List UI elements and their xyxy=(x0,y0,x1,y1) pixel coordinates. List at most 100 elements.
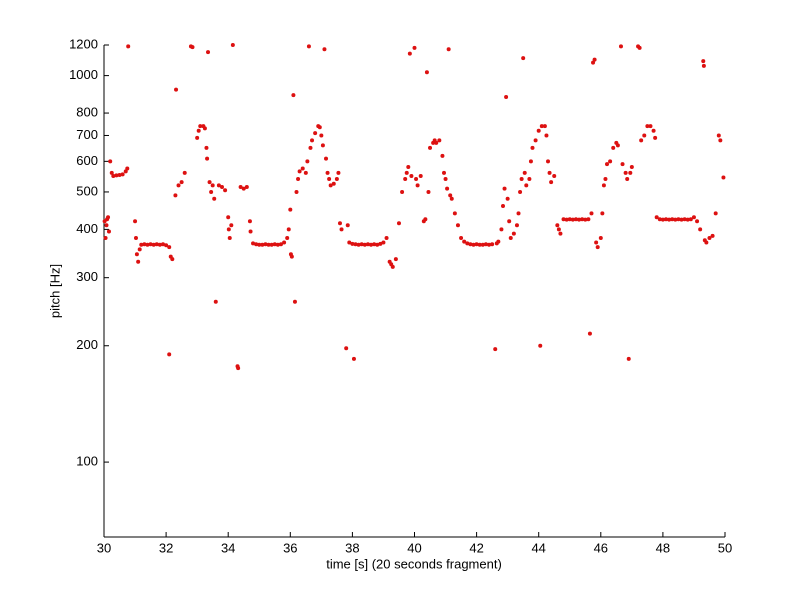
point xyxy=(263,242,268,247)
point xyxy=(546,159,551,164)
point xyxy=(639,138,644,143)
point xyxy=(207,180,212,185)
point xyxy=(443,177,448,182)
point xyxy=(570,217,575,222)
x-tick-label: 44 xyxy=(531,540,545,555)
point xyxy=(412,45,417,50)
point xyxy=(605,162,610,167)
point xyxy=(223,188,228,193)
point xyxy=(707,236,712,241)
y-tick-label: 200 xyxy=(76,337,98,352)
point xyxy=(317,125,322,130)
point xyxy=(369,242,374,247)
point xyxy=(226,215,231,220)
point xyxy=(539,124,544,129)
point xyxy=(331,181,336,186)
point xyxy=(206,50,211,55)
point xyxy=(251,241,256,246)
point xyxy=(106,229,111,234)
point xyxy=(625,177,630,182)
point xyxy=(660,217,665,222)
point xyxy=(269,242,274,247)
point xyxy=(496,239,501,244)
point xyxy=(339,227,344,232)
point xyxy=(133,219,138,224)
point xyxy=(452,211,457,216)
point xyxy=(320,143,325,148)
point xyxy=(151,242,156,247)
point xyxy=(356,242,361,247)
point xyxy=(375,242,380,247)
point xyxy=(378,241,383,246)
point xyxy=(400,189,405,194)
point xyxy=(282,240,287,245)
point xyxy=(667,217,672,222)
point xyxy=(236,366,241,371)
point xyxy=(170,257,175,262)
point xyxy=(205,156,210,161)
point xyxy=(688,217,693,222)
point xyxy=(328,183,333,188)
point xyxy=(577,217,582,222)
point xyxy=(530,145,535,150)
point xyxy=(511,231,516,236)
point xyxy=(611,145,616,150)
y-tick-label: 700 xyxy=(76,127,98,142)
point xyxy=(297,169,302,174)
point xyxy=(247,219,252,224)
point xyxy=(587,331,592,336)
point xyxy=(390,264,395,269)
point xyxy=(462,239,467,244)
point xyxy=(345,223,350,228)
point xyxy=(296,177,301,182)
point xyxy=(292,299,297,304)
x-tick-label: 34 xyxy=(221,540,235,555)
point xyxy=(549,180,554,185)
point xyxy=(202,126,207,131)
point xyxy=(682,217,687,222)
point xyxy=(198,124,203,129)
point xyxy=(248,229,253,234)
point xyxy=(347,240,352,245)
x-tick-label: 40 xyxy=(407,540,421,555)
point xyxy=(500,203,505,208)
point xyxy=(477,242,482,247)
point xyxy=(260,242,265,247)
point xyxy=(538,343,543,348)
point xyxy=(322,47,327,52)
point xyxy=(362,242,367,247)
y-tick-label: 800 xyxy=(76,104,98,119)
point xyxy=(637,45,642,50)
x-tick-label: 38 xyxy=(345,540,359,555)
point xyxy=(471,242,476,247)
point xyxy=(230,43,235,47)
point xyxy=(111,173,116,178)
x-tick-label: 36 xyxy=(283,540,297,555)
point xyxy=(103,236,108,241)
point xyxy=(441,170,446,175)
point xyxy=(522,170,527,175)
point xyxy=(446,47,451,52)
point xyxy=(591,60,596,65)
point xyxy=(710,233,715,238)
point xyxy=(507,219,512,224)
point xyxy=(190,45,195,50)
point xyxy=(440,153,445,158)
point xyxy=(499,227,504,232)
point xyxy=(350,241,355,246)
point xyxy=(108,159,113,164)
point xyxy=(615,143,620,148)
point xyxy=(508,236,513,241)
point xyxy=(670,217,675,222)
point xyxy=(257,242,262,247)
point xyxy=(600,211,605,216)
point xyxy=(695,219,700,224)
point xyxy=(685,217,690,222)
point xyxy=(229,223,234,228)
point xyxy=(254,242,259,247)
point xyxy=(381,240,386,245)
y-tick-label: 100 xyxy=(76,454,98,469)
point xyxy=(673,217,678,222)
point xyxy=(212,196,217,201)
